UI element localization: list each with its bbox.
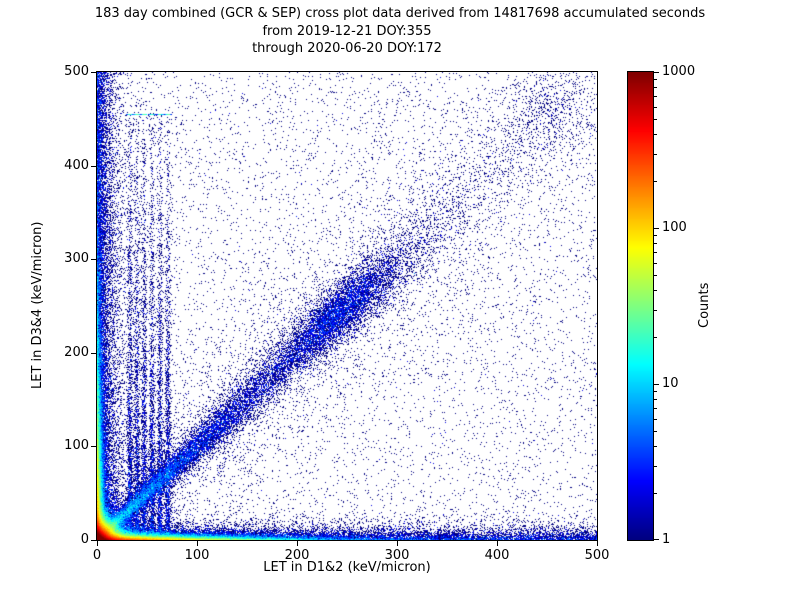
x-tick-label: 500 <box>584 548 610 563</box>
x-tick-mark <box>397 541 398 546</box>
y-axis-label: LET in D3&4 (keV/micron) <box>30 221 45 389</box>
colorbar <box>627 71 654 541</box>
colorbar-minor-tick-mark <box>654 309 657 311</box>
colorbar-minor-tick-mark <box>654 418 657 420</box>
y-tick-mark <box>91 446 96 448</box>
colorbar-tick-label: 1000 <box>662 64 696 79</box>
colorbar-tick-label: 10 <box>662 376 679 391</box>
y-tick-label: 0 <box>80 532 89 547</box>
colorbar-tick-label: 1 <box>662 532 671 547</box>
x-axis-label: LET in D1&2 (keV/micron) <box>263 560 431 575</box>
colorbar-minor-tick-mark <box>654 408 657 410</box>
scatter-density-canvas <box>97 72 597 540</box>
colorbar-tick-mark <box>654 384 659 385</box>
y-tick-label: 100 <box>64 438 89 454</box>
colorbar-minor-tick-mark <box>654 96 657 98</box>
x-tick-label: 400 <box>484 548 510 563</box>
x-tick-label: 100 <box>184 548 210 563</box>
colorbar-minor-tick-mark <box>654 262 657 264</box>
y-tick-mark <box>91 165 96 167</box>
colorbar-minor-tick-mark <box>654 134 657 136</box>
y-tick-label: 400 <box>64 157 89 173</box>
colorbar-minor-tick-mark <box>654 274 657 276</box>
x-tick-mark <box>297 541 298 546</box>
y-tick-label: 300 <box>64 251 89 267</box>
colorbar-minor-tick-mark <box>654 493 657 495</box>
x-tick-label: 0 <box>92 548 102 563</box>
chart-subtitle-from: from 2019-12-21 DOY:355 <box>262 24 432 39</box>
colorbar-tick-mark <box>654 228 659 229</box>
y-tick-label: 200 <box>64 344 89 360</box>
chart-subtitle-through: through 2020-06-20 DOY:172 <box>252 41 442 56</box>
colorbar-minor-tick-mark <box>654 235 657 237</box>
x-tick-label: 300 <box>384 548 410 563</box>
colorbar-minor-tick-mark <box>654 153 657 155</box>
colorbar-minor-tick-mark <box>654 106 657 108</box>
colorbar-minor-tick-mark <box>654 446 657 448</box>
y-tick-mark <box>91 352 96 354</box>
colorbar-label: Counts <box>697 282 712 328</box>
colorbar-minor-tick-mark <box>654 243 657 245</box>
y-tick-mark <box>91 540 96 541</box>
colorbar-minor-tick-mark <box>654 118 657 120</box>
x-tick-mark <box>497 541 498 546</box>
colorbar-tick-mark <box>654 539 659 540</box>
x-tick-label: 200 <box>284 548 310 563</box>
colorbar-minor-tick-mark <box>654 430 657 432</box>
y-tick-mark <box>91 72 96 73</box>
colorbar-minor-tick-mark <box>654 399 657 401</box>
colorbar-minor-tick-mark <box>654 465 657 467</box>
plot-area <box>96 71 598 541</box>
colorbar-minor-tick-mark <box>654 337 657 339</box>
colorbar-minor-tick-mark <box>654 290 657 292</box>
colorbar-minor-tick-mark <box>654 181 657 183</box>
y-tick-mark <box>91 259 96 261</box>
colorbar-tick-mark <box>654 72 659 73</box>
colorbar-gradient-canvas <box>628 72 653 540</box>
colorbar-tick-label: 100 <box>662 220 687 235</box>
y-tick-label: 500 <box>64 64 89 79</box>
x-tick-mark <box>597 541 598 546</box>
colorbar-minor-tick-mark <box>654 79 657 81</box>
chart-title: 183 day combined (GCR & SEP) cross plot … <box>94 6 706 21</box>
x-tick-mark <box>97 541 98 546</box>
colorbar-minor-tick-mark <box>654 391 657 393</box>
colorbar-minor-tick-mark <box>654 87 657 89</box>
x-tick-mark <box>197 541 198 546</box>
colorbar-minor-tick-mark <box>654 252 657 254</box>
